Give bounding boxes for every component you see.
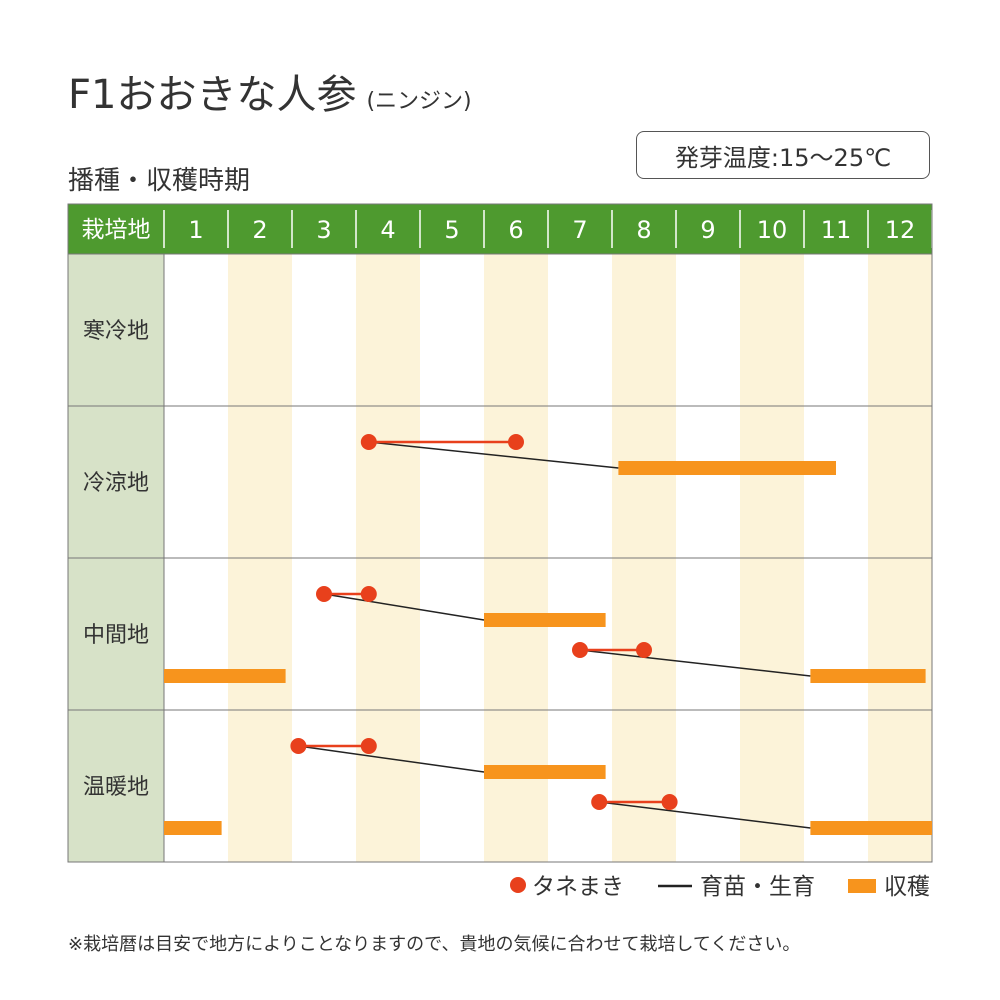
- growing-line: [323, 593, 485, 621]
- month-label: 7: [572, 216, 587, 244]
- sowing-end-dot: [360, 738, 377, 754]
- chart-border: [67, 203, 933, 863]
- legend-growing-label: 育苗・生育: [700, 874, 815, 900]
- month-label: 6: [508, 216, 523, 244]
- month-label: 2: [252, 216, 267, 244]
- month-label: 10: [757, 216, 788, 244]
- page-title: F1おおきな人参 (ニンジン): [68, 62, 472, 120]
- header-label: 栽培地: [82, 217, 151, 243]
- month-label: 8: [636, 216, 651, 244]
- harvest-bar: [618, 461, 836, 475]
- legend-sowing-label: タネまき: [532, 874, 624, 900]
- footnote: ※栽培暦は目安で地方によりことなりますので、貴地の気候に合わせて栽培してください…: [68, 934, 801, 955]
- growing-line: [599, 801, 811, 829]
- sowing-end-dot: [661, 794, 678, 810]
- header-bar: [68, 204, 932, 254]
- sowing-end-dot: [636, 642, 652, 658]
- harvest-bar: [810, 821, 932, 835]
- legend-harvest-marker: [848, 879, 876, 893]
- harvest-bar: [164, 669, 286, 683]
- month-label: 3: [316, 216, 331, 244]
- region-label: 冷涼地: [83, 471, 149, 496]
- sowing-start-dot: [360, 434, 377, 450]
- month-label: 9: [700, 216, 715, 244]
- harvest-bar: [810, 669, 926, 683]
- region-label: 温暖地: [83, 775, 149, 800]
- sowing-start-dot: [572, 642, 588, 658]
- sowing-end-dot: [508, 434, 524, 450]
- title-sub: (ニンジン): [366, 89, 472, 114]
- sowing-start-dot: [290, 738, 307, 754]
- growing-line: [298, 745, 485, 773]
- region-label: 中間地: [83, 623, 149, 648]
- legend-sowing-marker: [510, 877, 526, 893]
- harvest-bar: [164, 821, 222, 835]
- legend-harvest-label: 収穫: [884, 874, 930, 900]
- month-label: 11: [821, 216, 852, 244]
- chart-subtitle: 播種・収穫時期: [68, 166, 251, 196]
- harvest-bar: [484, 765, 606, 779]
- sowing-end-dot: [360, 586, 377, 602]
- month-label: 12: [885, 216, 916, 244]
- sowing-start-dot: [591, 794, 608, 810]
- sowing-start-dot: [316, 586, 332, 602]
- month-label: 5: [444, 216, 459, 244]
- growing-line: [368, 441, 619, 469]
- month-label: 1: [188, 216, 203, 244]
- growing-line: [579, 649, 811, 677]
- title-main: F1おおきな人参: [68, 72, 357, 118]
- month-label: 4: [380, 216, 395, 244]
- region-label: 寒冷地: [83, 319, 149, 344]
- harvest-bar: [484, 613, 606, 627]
- temperature-badge: 発芽温度:15〜25℃: [636, 131, 930, 179]
